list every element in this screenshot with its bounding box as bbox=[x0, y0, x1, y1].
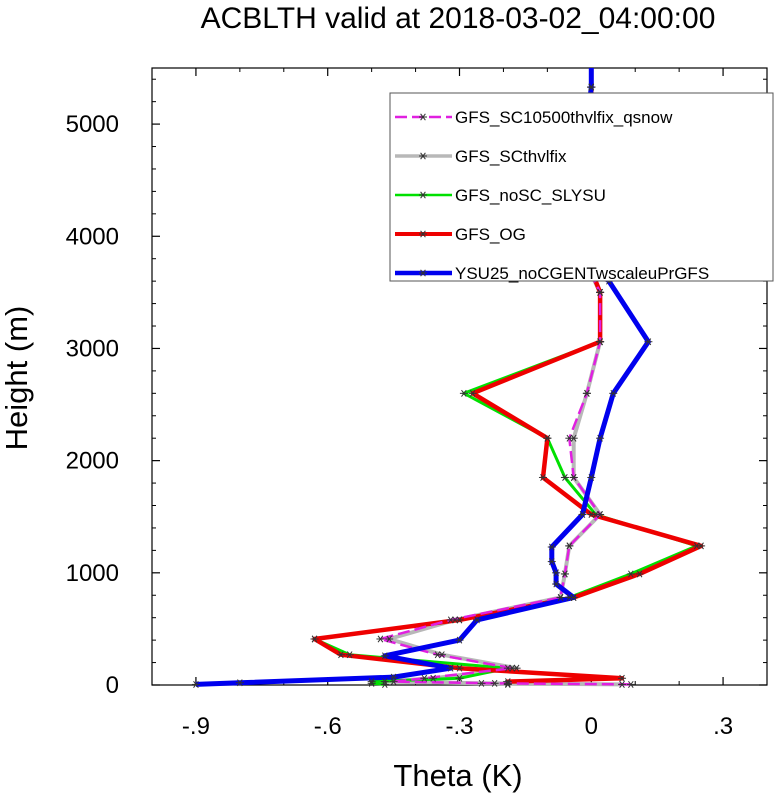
data-point-marker bbox=[552, 569, 561, 577]
data-point-marker bbox=[376, 635, 385, 643]
data-point-marker bbox=[459, 389, 468, 397]
data-point-marker bbox=[587, 83, 596, 91]
data-point-marker bbox=[455, 674, 464, 682]
y-tick-label: 5000 bbox=[66, 111, 119, 138]
data-point-marker bbox=[565, 434, 574, 442]
x-axis-label: Theta (K) bbox=[393, 758, 522, 793]
data-point-marker bbox=[385, 635, 394, 643]
y-tick-label: 3000 bbox=[66, 335, 119, 362]
y-tick-label: 2000 bbox=[66, 448, 119, 475]
data-point-marker bbox=[420, 674, 429, 682]
data-point-marker bbox=[596, 338, 605, 346]
data-point-marker bbox=[569, 473, 578, 481]
y-tick-label: 4000 bbox=[66, 223, 119, 250]
legend-label: GFS_noSC_SLYSU bbox=[455, 186, 606, 205]
data-point-marker bbox=[644, 338, 653, 346]
data-point-marker bbox=[345, 651, 354, 659]
data-point-marker bbox=[429, 674, 438, 682]
x-tick-label: 0 bbox=[585, 713, 598, 740]
data-point-marker bbox=[547, 543, 556, 551]
legend-label: GFS_SCthvlfix bbox=[455, 147, 567, 166]
legend-marker bbox=[419, 191, 427, 199]
data-point-marker bbox=[543, 434, 552, 442]
data-point-marker bbox=[446, 664, 455, 672]
y-tick-label: 1000 bbox=[66, 560, 119, 587]
data-point-marker bbox=[609, 389, 618, 397]
data-point-marker bbox=[446, 616, 455, 624]
data-point-marker bbox=[626, 570, 635, 578]
data-point-marker bbox=[565, 542, 574, 550]
y-axis-label: Height (m) bbox=[0, 306, 34, 451]
legend-marker bbox=[419, 230, 427, 238]
data-point-marker bbox=[473, 616, 482, 624]
data-point-marker bbox=[477, 679, 486, 687]
data-point-marker bbox=[552, 580, 561, 588]
data-point-marker bbox=[587, 473, 596, 481]
data-point-marker bbox=[191, 680, 200, 688]
data-point-marker bbox=[618, 680, 627, 688]
y-tick-label: 0 bbox=[106, 672, 119, 699]
data-point-marker bbox=[508, 664, 517, 672]
legend: GFS_SC10500thvlfix_qsnow GFS_SCthvlfix GFS… bbox=[389, 92, 774, 283]
data-point-marker bbox=[433, 651, 442, 659]
legend-marker bbox=[419, 152, 427, 160]
x-tick-label: .3 bbox=[713, 713, 733, 740]
data-point-marker bbox=[367, 678, 376, 686]
data-point-marker bbox=[596, 434, 605, 442]
data-point-marker bbox=[587, 510, 596, 518]
data-point-marker bbox=[596, 510, 605, 518]
legend-marker bbox=[419, 113, 427, 121]
axis-ticks: -.9 -.6 -.3 0 .3 0 1000 2000 3000 4000 5000 bbox=[66, 68, 768, 740]
data-point-marker bbox=[582, 389, 591, 397]
data-point-marker bbox=[697, 542, 706, 550]
data-point-marker bbox=[455, 616, 464, 624]
data-point-marker bbox=[490, 679, 499, 687]
data-point-marker bbox=[547, 558, 556, 566]
data-point-marker bbox=[235, 679, 244, 687]
data-point-marker bbox=[596, 288, 605, 296]
data-point-marker bbox=[569, 593, 578, 601]
data-point-marker bbox=[626, 680, 635, 688]
data-point-marker bbox=[336, 651, 345, 659]
data-point-marker bbox=[578, 510, 587, 518]
data-point-marker bbox=[538, 473, 547, 481]
x-tick-label: -.3 bbox=[445, 713, 473, 740]
data-point-marker bbox=[503, 678, 512, 686]
data-point-marker bbox=[389, 673, 398, 681]
legend-label: GFS_SC10500thvlfix_qsnow bbox=[455, 108, 673, 127]
data-point-marker bbox=[310, 635, 319, 643]
data-point-marker bbox=[556, 593, 565, 601]
x-tick-label: -.9 bbox=[182, 713, 210, 740]
legend-marker bbox=[419, 269, 427, 277]
data-point-marker bbox=[468, 389, 477, 397]
data-point-marker bbox=[380, 652, 389, 660]
legend-label: GFS_OG bbox=[455, 225, 526, 244]
x-tick-label: -.6 bbox=[314, 713, 342, 740]
data-point-marker bbox=[618, 674, 627, 682]
legend-label: YSU25_noCGENTwscaleuPrGFS bbox=[455, 264, 709, 283]
data-point-marker bbox=[635, 570, 644, 578]
data-point-marker bbox=[560, 473, 569, 481]
data-point-marker bbox=[455, 636, 464, 644]
data-point-marker bbox=[455, 664, 464, 672]
data-point-marker bbox=[560, 570, 569, 578]
legend-frame bbox=[389, 92, 774, 282]
data-point-marker bbox=[380, 680, 389, 688]
chart-title: ACBLTH valid at 2018-03-02_04:00:00 bbox=[201, 2, 716, 35]
